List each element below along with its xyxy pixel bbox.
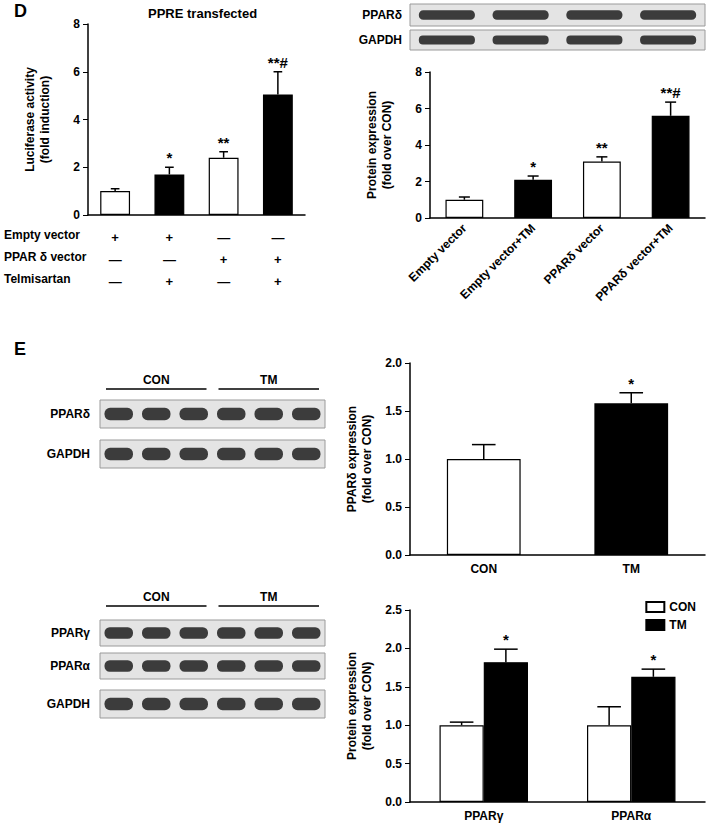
svg-text:PPARα: PPARα bbox=[50, 659, 90, 673]
svg-text:—: — bbox=[163, 252, 176, 267]
svg-text:**#: **# bbox=[268, 54, 289, 71]
svg-text:1.5: 1.5 bbox=[385, 680, 402, 694]
svg-text:1.0: 1.0 bbox=[385, 718, 402, 732]
svg-text:GAPDH: GAPDH bbox=[47, 697, 90, 711]
svg-text:CON: CON bbox=[669, 600, 696, 614]
svg-text:0.0: 0.0 bbox=[385, 795, 402, 809]
svg-text:PPARα: PPARα bbox=[611, 809, 651, 823]
svg-text:+: + bbox=[220, 252, 228, 267]
svg-text:*: * bbox=[628, 375, 634, 392]
svg-text:*: * bbox=[166, 149, 172, 166]
svg-text:(fold over CON): (fold over CON) bbox=[360, 662, 374, 751]
svg-text:—: — bbox=[217, 230, 230, 245]
svg-text:2.5: 2.5 bbox=[385, 603, 402, 617]
svg-text:+: + bbox=[166, 274, 174, 289]
svg-text:Telmisartan: Telmisartan bbox=[4, 272, 70, 286]
svg-text:0.5: 0.5 bbox=[385, 500, 402, 514]
svg-text:PPARγ: PPARγ bbox=[51, 626, 90, 640]
svg-text:2.0: 2.0 bbox=[385, 641, 402, 655]
svg-text:GAPDH: GAPDH bbox=[359, 33, 402, 47]
svg-text:+: + bbox=[166, 230, 174, 245]
svg-text:Protein expression: Protein expression bbox=[365, 91, 379, 199]
svg-text:4: 4 bbox=[73, 113, 80, 127]
svg-text:**#: **# bbox=[661, 84, 682, 101]
svg-text:PPARδ expression: PPARδ expression bbox=[345, 406, 359, 512]
svg-text:1.0: 1.0 bbox=[385, 452, 402, 466]
svg-text:2: 2 bbox=[415, 175, 422, 189]
svg-text:Luciferase activity: Luciferase activity bbox=[23, 67, 37, 172]
svg-text:CON: CON bbox=[470, 562, 497, 576]
svg-text:PPAR δ vector: PPAR δ vector bbox=[4, 250, 87, 264]
svg-text:TM: TM bbox=[623, 562, 640, 576]
svg-text:(fold over CON): (fold over CON) bbox=[380, 101, 394, 190]
svg-text:(fold over CON): (fold over CON) bbox=[360, 415, 374, 504]
svg-text:TM: TM bbox=[260, 373, 277, 387]
svg-text:*: * bbox=[503, 631, 509, 648]
svg-text:CON: CON bbox=[143, 373, 170, 387]
svg-text:**: ** bbox=[596, 139, 608, 156]
svg-text:+: + bbox=[274, 274, 282, 289]
svg-text:Empty vector: Empty vector bbox=[406, 221, 470, 285]
svg-text:PPARδ vector+TM: PPARδ vector+TM bbox=[593, 221, 676, 304]
svg-text:—: — bbox=[271, 230, 284, 245]
svg-text:4: 4 bbox=[415, 138, 422, 152]
svg-text:0.0: 0.0 bbox=[385, 548, 402, 562]
svg-text:TM: TM bbox=[669, 618, 686, 632]
svg-text:2: 2 bbox=[73, 160, 80, 174]
svg-text:*: * bbox=[650, 651, 656, 668]
svg-text:*: * bbox=[530, 158, 536, 175]
svg-text:TM: TM bbox=[260, 590, 277, 604]
svg-text:Protein expression: Protein expression bbox=[345, 652, 359, 760]
svg-text:Empty vector: Empty vector bbox=[4, 228, 80, 242]
svg-text:PPARγ: PPARγ bbox=[464, 809, 503, 823]
svg-text:8: 8 bbox=[415, 65, 422, 79]
svg-text:—: — bbox=[109, 274, 122, 289]
svg-text:PPARδ: PPARδ bbox=[362, 8, 402, 22]
svg-text:—: — bbox=[217, 274, 230, 289]
svg-text:—: — bbox=[109, 252, 122, 267]
svg-text:PPARδ vector: PPARδ vector bbox=[541, 221, 607, 287]
svg-text:PPRE transfected: PPRE transfected bbox=[148, 6, 257, 21]
svg-text:6: 6 bbox=[415, 102, 422, 116]
svg-text:+: + bbox=[274, 252, 282, 267]
svg-text:Empty vector+TM: Empty vector+TM bbox=[457, 221, 538, 302]
svg-text:+: + bbox=[111, 230, 119, 245]
svg-text:(fold induction): (fold induction) bbox=[38, 76, 52, 163]
svg-text:8: 8 bbox=[73, 17, 80, 31]
svg-text:**: ** bbox=[218, 134, 230, 151]
svg-text:PPARδ: PPARδ bbox=[50, 407, 90, 421]
svg-text:0: 0 bbox=[415, 211, 422, 225]
svg-text:E: E bbox=[14, 339, 26, 359]
svg-text:0.5: 0.5 bbox=[385, 757, 402, 771]
svg-text:D: D bbox=[14, 1, 27, 21]
svg-text:0: 0 bbox=[73, 208, 80, 222]
svg-text:2.0: 2.0 bbox=[385, 356, 402, 370]
svg-text:CON: CON bbox=[143, 590, 170, 604]
svg-text:1.5: 1.5 bbox=[385, 404, 402, 418]
svg-text:GAPDH: GAPDH bbox=[47, 447, 90, 461]
svg-text:6: 6 bbox=[73, 65, 80, 79]
